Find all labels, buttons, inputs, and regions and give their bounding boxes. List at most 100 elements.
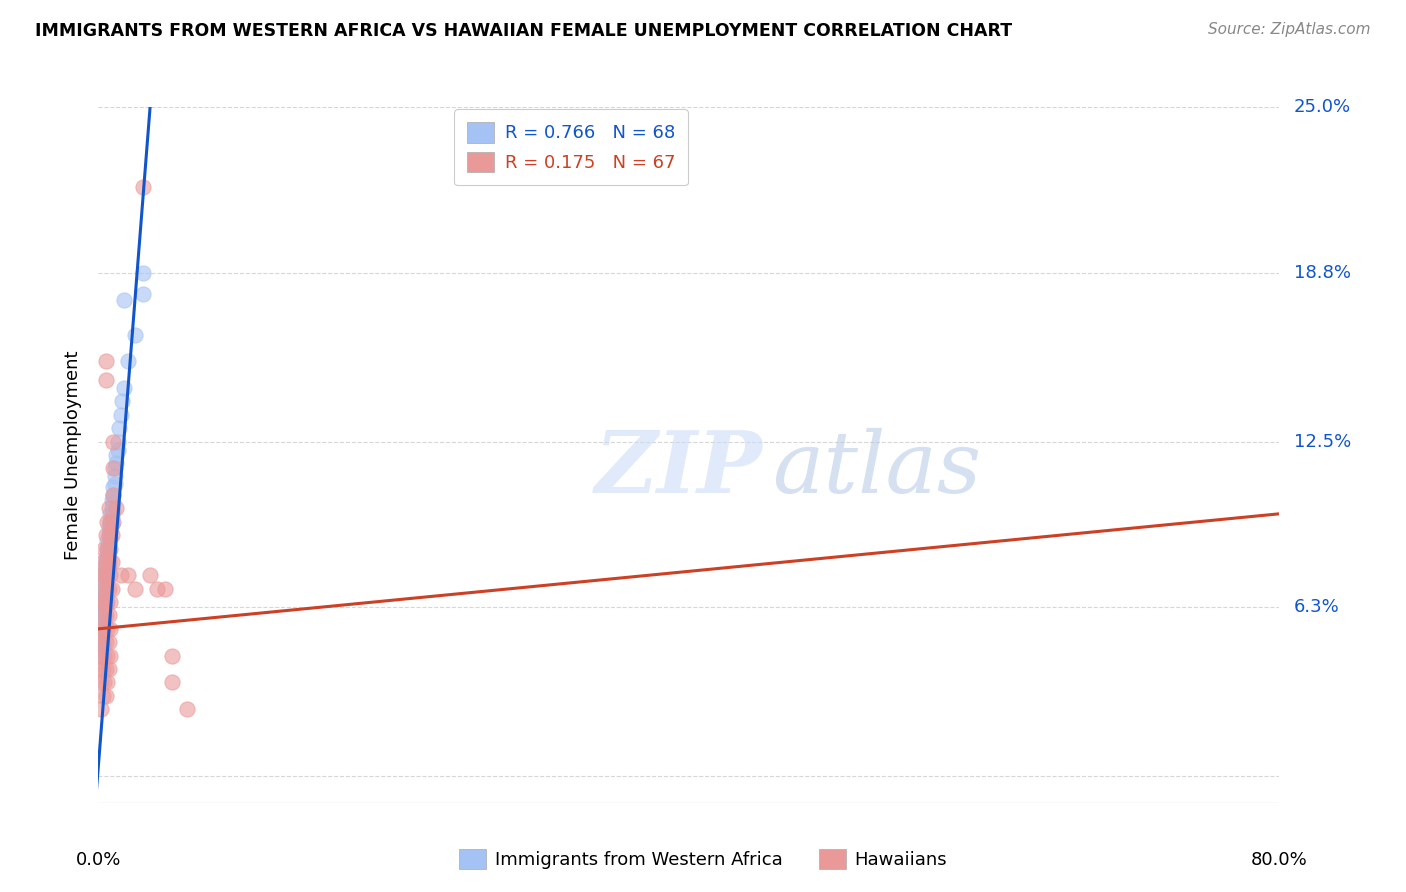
- Point: [90, 632, 112, 647]
- Point: [94, 598, 117, 612]
- Point: [132, 180, 155, 194]
- Point: [94, 635, 117, 649]
- Point: [93, 595, 115, 609]
- Point: [103, 515, 125, 529]
- Point: [98, 595, 121, 609]
- Point: [94, 566, 117, 580]
- Point: [100, 528, 122, 542]
- Point: [91, 590, 114, 604]
- Point: [90, 702, 112, 716]
- Point: [91, 689, 114, 703]
- Point: [146, 582, 169, 596]
- Point: [93, 648, 115, 663]
- Text: 6.3%: 6.3%: [1294, 599, 1340, 616]
- Point: [94, 608, 117, 623]
- Point: [97, 662, 120, 676]
- Point: [111, 394, 134, 409]
- Text: 0.0%: 0.0%: [76, 851, 121, 869]
- Point: [89, 662, 111, 676]
- Point: [96, 533, 118, 548]
- Point: [96, 541, 118, 556]
- Point: [90, 675, 112, 690]
- Text: 80.0%: 80.0%: [1251, 851, 1308, 869]
- Text: 12.5%: 12.5%: [1294, 433, 1351, 450]
- Point: [90, 616, 112, 631]
- Point: [96, 648, 118, 663]
- Point: [93, 592, 115, 607]
- Point: [98, 541, 121, 556]
- Point: [98, 622, 121, 636]
- Point: [103, 496, 125, 510]
- Point: [91, 598, 114, 612]
- Point: [93, 600, 115, 615]
- Point: [96, 515, 118, 529]
- Point: [103, 480, 125, 494]
- Point: [91, 614, 114, 628]
- Point: [97, 544, 120, 558]
- Point: [91, 582, 114, 596]
- Point: [93, 622, 115, 636]
- Legend: Immigrants from Western Africa, Hawaiians: Immigrants from Western Africa, Hawaiian…: [450, 839, 956, 879]
- Point: [94, 373, 117, 387]
- Point: [104, 469, 127, 483]
- Point: [97, 555, 120, 569]
- Point: [96, 558, 118, 572]
- Point: [96, 541, 118, 556]
- Point: [100, 582, 122, 596]
- Point: [91, 606, 114, 620]
- Point: [96, 675, 118, 690]
- Point: [108, 421, 131, 435]
- Point: [97, 608, 120, 623]
- Point: [93, 541, 115, 556]
- Point: [93, 560, 115, 574]
- Point: [94, 558, 117, 572]
- Point: [104, 461, 127, 475]
- Point: [98, 568, 121, 582]
- Text: atlas: atlas: [772, 427, 981, 510]
- Point: [104, 477, 127, 491]
- Point: [93, 576, 115, 591]
- Text: Source: ZipAtlas.com: Source: ZipAtlas.com: [1208, 22, 1371, 37]
- Point: [162, 648, 183, 663]
- Text: 25.0%: 25.0%: [1294, 98, 1351, 116]
- Point: [117, 354, 139, 368]
- Point: [124, 582, 146, 596]
- Point: [110, 568, 132, 582]
- Point: [97, 520, 120, 534]
- Point: [98, 507, 121, 521]
- Point: [97, 528, 120, 542]
- Point: [103, 461, 125, 475]
- Point: [124, 327, 146, 342]
- Point: [176, 702, 198, 716]
- Point: [91, 582, 114, 596]
- Point: [90, 608, 112, 623]
- Point: [90, 648, 112, 663]
- Point: [97, 635, 120, 649]
- Point: [162, 675, 183, 690]
- Point: [97, 536, 120, 550]
- Point: [89, 635, 111, 649]
- Point: [103, 488, 125, 502]
- Point: [100, 501, 122, 516]
- Point: [94, 574, 117, 588]
- Point: [100, 493, 122, 508]
- Point: [98, 515, 121, 529]
- Legend: R = 0.766   N = 68, R = 0.175   N = 67: R = 0.766 N = 68, R = 0.175 N = 67: [454, 109, 688, 186]
- Point: [94, 582, 117, 596]
- Point: [105, 448, 128, 462]
- Point: [91, 662, 114, 676]
- Point: [110, 408, 132, 422]
- Point: [91, 635, 114, 649]
- Point: [91, 638, 114, 652]
- Point: [98, 531, 121, 545]
- Point: [94, 354, 117, 368]
- Point: [90, 622, 112, 636]
- Point: [103, 434, 125, 449]
- Point: [132, 266, 155, 280]
- Point: [93, 584, 115, 599]
- Point: [98, 648, 121, 663]
- Point: [93, 675, 115, 690]
- Point: [112, 293, 135, 307]
- Point: [107, 442, 129, 457]
- Text: 18.8%: 18.8%: [1294, 264, 1351, 282]
